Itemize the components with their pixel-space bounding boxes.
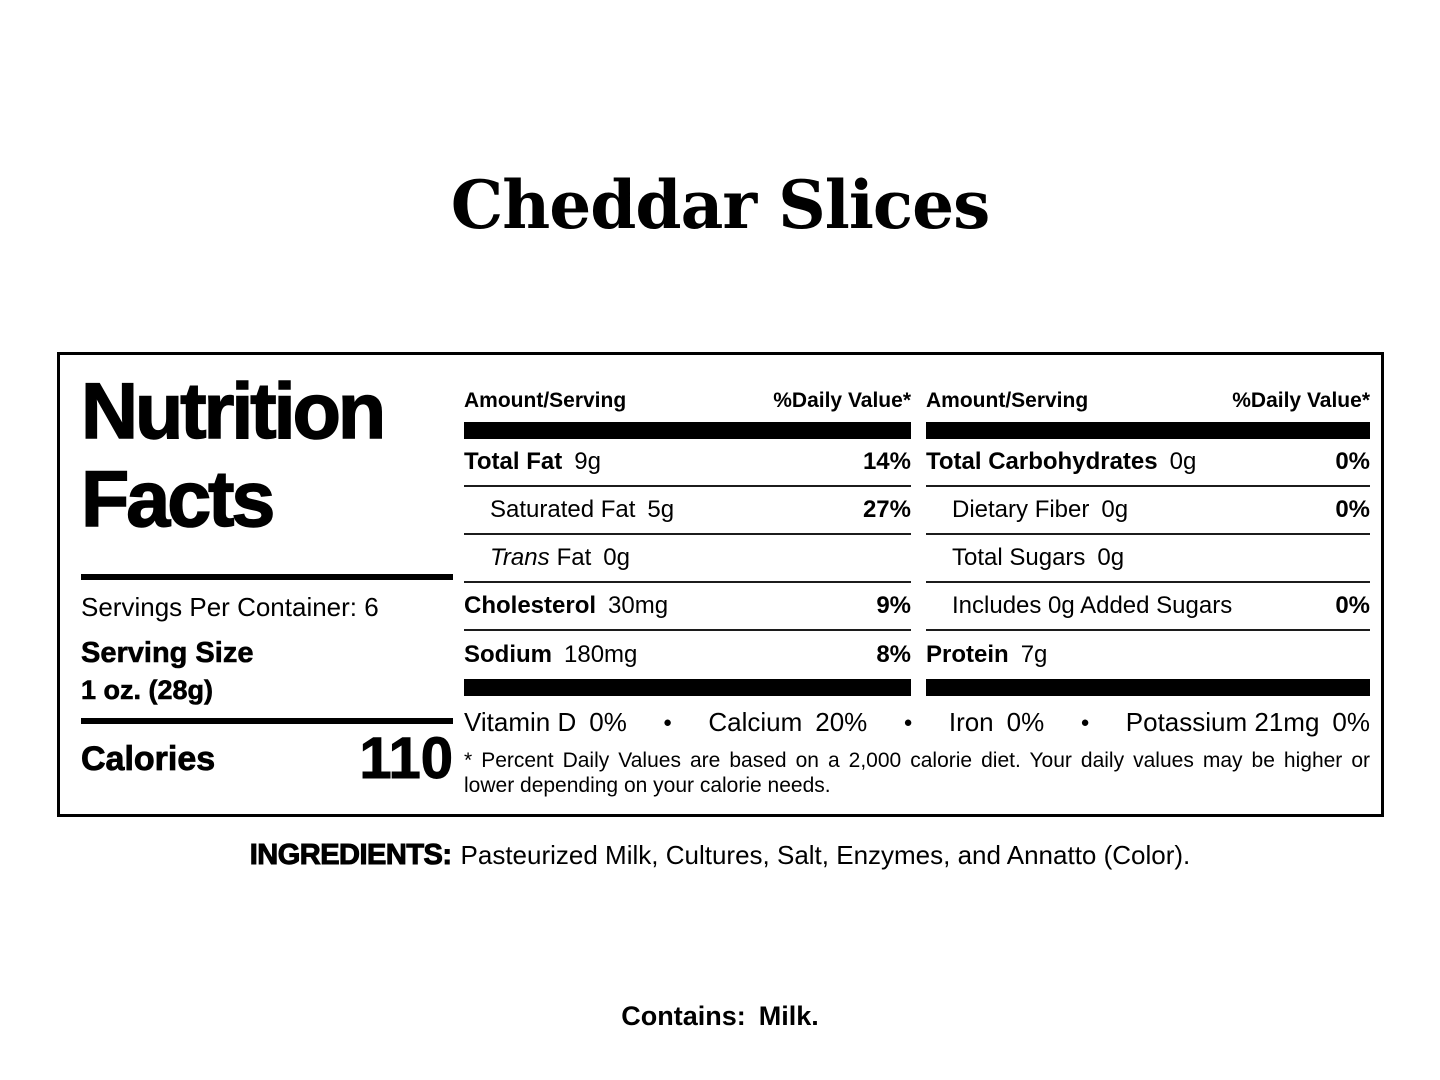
nutrition-facts-panel: Nutrition Facts Servings Per Container: … [57,352,1384,817]
nutrient-row-total-fat: Total Fat 9g 14% [464,439,911,487]
bullet-separator: ● [663,713,673,731]
contains-label: Contains: [621,1001,746,1031]
daily-value: 14% [862,448,911,475]
daily-value: 27% [862,496,911,523]
daily-value-header: %Daily Value* [773,389,911,412]
footnote-line-2: lower depending on your calorie needs. [464,774,831,797]
calories-label: Calories [81,740,216,779]
servings-per-container: Servings Per Container: 6 [81,592,379,622]
nutrient-row-dietary-fiber: Dietary Fiber 0g 0% [926,487,1370,535]
nutrition-facts-heading: Nutrition Facts [80,366,453,544]
bullet-separator: ● [1080,713,1090,731]
daily-value: 0% [1335,496,1370,523]
column-header: Amount/Serving %Daily Value* [464,388,911,414]
serving-size-label: Serving Size [81,637,254,670]
amount-serving-header: Amount/Serving [464,389,627,412]
nutrient-name: Total Sugars [952,544,1086,571]
nutrient-name: Includes 0g Added Sugars [952,592,1233,619]
product-title: Cheddar Slices [450,166,990,244]
ingredients-line: INGREDIENTS: Pasteurized Milk, Cultures, … [0,839,1440,872]
micronutrient-name: Vitamin D [464,707,577,737]
daily-value: 0% [1335,448,1370,475]
thick-bar [464,679,911,696]
micronutrient-value: 20% [815,707,868,737]
nutrient-name: Fat [556,544,592,571]
thick-bar [926,679,1370,696]
nutrient-row-protein: Protein 7g [926,631,1370,679]
divider-rule [81,718,453,724]
micronutrient-calcium: Calcium 20% [708,707,867,738]
contains-value: Milk. [758,1001,819,1031]
nutrient-name: Saturated Fat [490,496,636,523]
nutrient-row-cholesterol: Cholesterol 30mg 9% [464,583,911,631]
nutrient-amount: 9g [574,448,601,475]
ingredients-label: INGREDIENTS: [249,839,452,872]
divider-rule [81,574,453,580]
thick-bar [464,422,911,439]
heading-line-1: Nutrition [80,366,387,456]
nutrient-name: Sodium [464,641,552,668]
nutrient-amount: 0g [1097,544,1125,571]
nutrition-facts-right-section: Amount/Serving %Daily Value* Total Fat 9… [464,355,1370,798]
nutrient-rows: Total Fat 9g 14% Saturated Fat 5g 27% [464,439,911,679]
daily-value: 9% [876,592,911,619]
serving-size-value: 1 oz. (28g) [81,675,214,706]
micronutrient-iron: Iron 0% [949,707,1044,738]
thick-bar [926,422,1370,439]
nutrient-amount: 30mg [608,592,669,619]
nutrient-amount: 180mg [564,641,638,668]
heading-line-2: Facts [80,454,276,544]
calories-row: Calories 110 [81,726,454,791]
nutrient-name-italic: Trans [490,544,550,571]
nutrient-amount: 0g [1169,448,1197,475]
daily-value: 0% [1335,592,1370,619]
nutrient-name: Total Fat [464,448,563,475]
nutrient-amount: 5g [647,496,675,523]
micronutrient-name: Calcium [708,707,803,737]
nutrient-row-trans-fat: Trans Fat 0g [464,535,911,583]
micronutrient-value: 0% [589,707,627,737]
micronutrient-vitamin-d: Vitamin D 0% [464,707,627,738]
nutrient-row-total-carbohydrates: Total Carbohydrates 0g 0% [926,439,1370,487]
nutrient-row-added-sugars: Includes 0g Added Sugars 0% [926,583,1370,631]
micronutrient-value: 0% [1006,707,1045,737]
micronutrient-value: 0% [1332,707,1370,737]
footnote-line-1: * Percent Daily Values are based on a 2,… [464,749,1370,772]
nutrient-rows: Total Carbohydrates 0g 0% Dietary Fiber … [926,439,1370,679]
daily-value: 8% [876,641,911,668]
micronutrient-potassium: Potassium 21mg 0% [1126,707,1370,738]
nutrient-row-sodium: Sodium 180mg 8% [464,631,911,679]
nutrient-name: Cholesterol [464,592,597,619]
nutrient-name: Protein [926,641,1009,668]
daily-value-footnote: * Percent Daily Values are based on a 2,… [464,748,1370,798]
nutrient-amount: 0g [1101,496,1129,523]
micronutrients-row: Vitamin D 0% ● Calcium 20% ● Iron 0% ● P… [464,707,1370,738]
nutrient-name: Total Carbohydrates [926,448,1158,475]
column-header: Amount/Serving %Daily Value* [926,388,1370,414]
bullet-separator: ● [903,713,913,731]
ingredients-text: Pasteurized Milk, Cultures, Salt, Enzyme… [460,840,1191,870]
nutrient-name: Dietary Fiber [952,496,1090,523]
daily-value-header: %Daily Value* [1232,389,1370,412]
micronutrient-name: Potassium 21mg [1125,707,1320,737]
nutrient-column-fat-sodium: Amount/Serving %Daily Value* Total Fat 9… [464,388,911,696]
nutrient-amount: 0g [603,544,630,571]
nutrient-row-saturated-fat: Saturated Fat 5g 27% [464,487,911,535]
micronutrient-name: Iron [948,707,994,737]
calories-value: 110 [359,726,454,791]
nutrient-columns: Amount/Serving %Daily Value* Total Fat 9… [464,388,1370,696]
nutrient-column-carbs-protein: Amount/Serving %Daily Value* Total Carbo… [926,388,1370,696]
nutrition-facts-left-column: Nutrition Facts Servings Per Container: … [80,355,454,814]
nutrient-row-total-sugars: Total Sugars 0g [926,535,1370,583]
nutrient-amount: 7g [1020,641,1048,668]
contains-line: Contains: Milk. [0,1001,1440,1032]
amount-serving-header: Amount/Serving [926,389,1089,412]
